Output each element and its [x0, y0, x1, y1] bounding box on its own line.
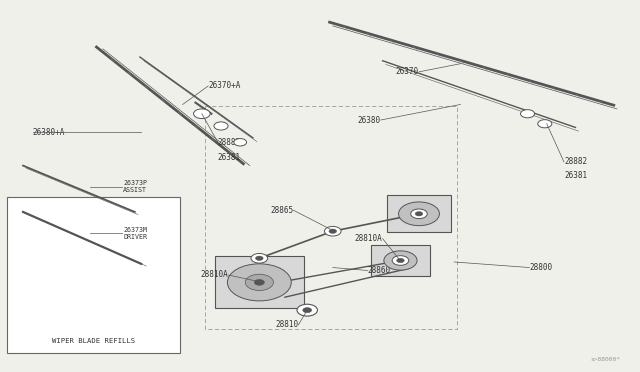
Text: WIPER BLADE REFILLS: WIPER BLADE REFILLS [52, 337, 135, 343]
Circle shape [227, 264, 291, 301]
Text: 26370: 26370 [396, 67, 419, 76]
Text: 28882: 28882 [218, 138, 241, 147]
Circle shape [412, 209, 427, 218]
Text: 26373M
DRIVER: 26373M DRIVER [124, 227, 147, 240]
Text: 26380: 26380 [358, 116, 381, 125]
Circle shape [520, 110, 534, 118]
Circle shape [538, 120, 552, 128]
Text: 28810A: 28810A [200, 270, 228, 279]
Circle shape [411, 209, 428, 219]
Text: 28800: 28800 [529, 263, 552, 272]
Circle shape [193, 109, 210, 119]
Circle shape [251, 253, 268, 263]
Bar [371, 245, 430, 276]
Text: 26381: 26381 [564, 171, 587, 180]
Text: 28810: 28810 [275, 321, 298, 330]
Bar [214, 256, 304, 308]
Circle shape [384, 251, 417, 270]
Circle shape [392, 256, 409, 265]
Circle shape [297, 304, 317, 316]
Text: 26380+A: 26380+A [33, 128, 65, 137]
Bar [7, 197, 179, 353]
Circle shape [324, 227, 341, 236]
Circle shape [245, 274, 273, 291]
Text: s>88000*: s>88000* [590, 357, 620, 362]
Bar [387, 195, 451, 232]
Circle shape [214, 122, 228, 130]
Text: 26370+A: 26370+A [208, 81, 241, 90]
Circle shape [254, 279, 264, 285]
Circle shape [329, 229, 337, 234]
Circle shape [399, 202, 440, 226]
Text: 26373P
ASSIST: 26373P ASSIST [124, 180, 147, 193]
Circle shape [303, 308, 312, 313]
Circle shape [415, 212, 423, 216]
Text: 28860: 28860 [368, 266, 391, 275]
Text: 28865: 28865 [270, 206, 293, 215]
Text: 28810A: 28810A [355, 234, 383, 243]
Circle shape [255, 256, 263, 260]
Circle shape [234, 138, 246, 146]
Text: 26381: 26381 [218, 153, 241, 161]
Circle shape [397, 258, 404, 263]
Text: 28882: 28882 [564, 157, 587, 166]
